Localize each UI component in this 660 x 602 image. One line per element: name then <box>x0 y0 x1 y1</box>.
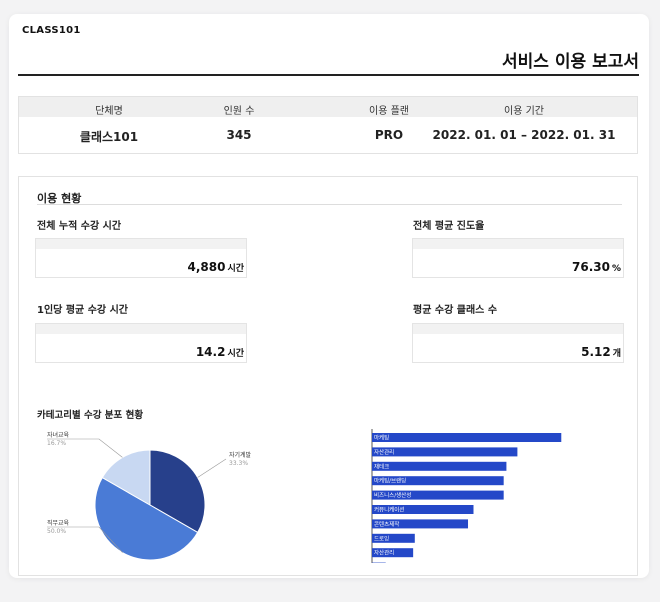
usage-title: 이용 현황 <box>37 192 82 205</box>
pie-slice-2 <box>94 476 199 561</box>
bar-1 <box>372 433 562 442</box>
metric-total-hours-label: 전체 누적 수강 시간 <box>37 221 122 232</box>
bar-category-label: 재테크 <box>374 462 389 470</box>
metric-value-number: 14.2 <box>195 345 226 359</box>
pie-slice-1 <box>149 449 206 534</box>
metric-hours-per-person-value: 14.2 시간 <box>196 345 244 359</box>
bar-6 <box>372 505 474 514</box>
pie-percent-label: 33.3% <box>229 460 248 467</box>
metric-value-number: 76.30 <box>572 260 610 274</box>
bar-8 <box>372 533 415 543</box>
value-period: 2022. 01. 01 – 2022. 01. 31 <box>432 128 616 142</box>
header-period: 이용 기간 <box>504 106 544 117</box>
metric-value-number: 4,880 <box>187 260 226 274</box>
bar-category-label: 자산관리 <box>374 448 394 456</box>
category-chart-title: 카테고리별 수강 분포 현황 <box>37 410 144 421</box>
bar-category-label: 마케팅/브랜딩 <box>374 477 406 485</box>
metric-unit: 개 <box>612 349 621 359</box>
header-org-name: 단체명 <box>95 106 123 117</box>
metric-avg-progress-label: 전체 평균 진도율 <box>413 221 485 232</box>
pie-percent-label: 50.0% <box>47 528 66 535</box>
metric-avg-progress-box: 76.30% <box>412 238 624 278</box>
bar-4 <box>372 476 504 486</box>
pie-slice-3 <box>101 449 151 506</box>
metric-total-hours-value: 4,880 시간 <box>187 260 244 274</box>
pie-leader-line <box>47 526 123 553</box>
brand-logo: CLASS101 <box>22 25 81 36</box>
metric-avg-classes-box: 5.12 개 <box>412 323 624 363</box>
metric-box-bar <box>413 324 623 334</box>
metric-avg-classes-label: 평균 수강 클래스 수 <box>413 305 498 316</box>
header-plan: 이용 플랜 <box>369 106 409 117</box>
metric-unit: % <box>611 264 621 274</box>
usage-panel: 이용 현황 전체 누적 수강 시간 4,880 시간 전체 평균 진도율 76.3… <box>18 176 638 576</box>
pie-leader-line <box>197 458 227 478</box>
header-member-count: 인원 수 <box>223 106 255 117</box>
metric-hours-per-person-label: 1인당 평균 수강 시간 <box>37 305 129 316</box>
pie-label: 자기계발 <box>229 451 252 459</box>
bar-category-label: 자산관리 <box>374 549 394 557</box>
value-org-name: 클래스101 <box>79 130 139 144</box>
bar-category-label: 비즈니스/생산성 <box>374 491 411 499</box>
bar-5 <box>372 490 504 500</box>
metric-unit: 시간 <box>227 349 244 359</box>
bar-9 <box>372 548 414 558</box>
metric-avg-progress-value: 76.30% <box>572 260 621 274</box>
metric-avg-classes-value: 5.12 개 <box>581 345 621 359</box>
bar-category-label: 커뮤니케이션 <box>374 506 404 514</box>
bar-7 <box>372 519 469 529</box>
usage-divider <box>37 204 622 205</box>
pie-leader-line <box>47 438 123 458</box>
title-divider <box>18 74 639 76</box>
bar-2 <box>372 447 518 457</box>
bar-category-label: 드로잉 <box>374 535 389 542</box>
metric-box-bar <box>413 239 623 249</box>
metric-unit: 시간 <box>227 264 244 274</box>
value-plan: PRO <box>374 128 404 142</box>
category-bar-chart: 마케팅자산관리재테크마케팅/브랜딩비즈니스/생산성커뮤니케이션콘텐츠제작드로잉자… <box>371 429 562 563</box>
metric-box-bar <box>36 324 246 334</box>
metric-total-hours-box: 4,880 시간 <box>35 238 247 278</box>
pie-label: 자녀교육 <box>47 431 70 439</box>
bar-category-label: 콘텐츠제작 <box>374 520 399 528</box>
metric-box-bar <box>36 239 246 249</box>
metric-hours-per-person-box: 14.2 시간 <box>35 323 247 363</box>
info-table-header: 단체명 인원 수 이용 플랜 이용 기간 <box>19 97 637 117</box>
pie-label: 직무교육 <box>47 520 70 527</box>
report-title: 서비스 이용 보고서 <box>502 52 639 72</box>
pie-percent-label: 16.7% <box>47 440 66 447</box>
value-member-count: 345 <box>226 128 252 142</box>
info-table: 단체명 인원 수 이용 플랜 이용 기간 클래스101 345 PRO 2022… <box>18 96 638 154</box>
bar-category-label: 마케팅 <box>374 434 389 442</box>
report-card: CLASS101 서비스 이용 보고서 단체명 인원 수 이용 플랜 이용 기간… <box>9 14 649 578</box>
bar-3 <box>372 461 507 471</box>
metric-value-number: 5.12 <box>581 345 611 359</box>
